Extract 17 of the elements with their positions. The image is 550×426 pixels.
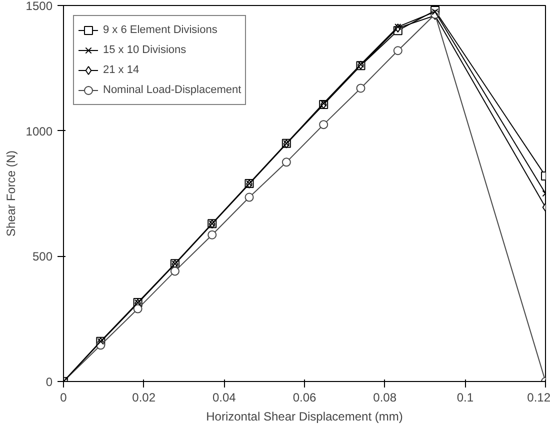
x-tick-label: 0.08: [373, 390, 397, 404]
x-tick-label: 0.04: [212, 390, 236, 404]
x-tick-label: 0.12: [527, 390, 550, 404]
legend-label: 9 x 6 Element Divisions: [103, 24, 218, 36]
x-tick-label: 0.02: [132, 390, 156, 404]
y-tick-label: 0: [46, 375, 53, 389]
y-tick-label: 500: [32, 250, 53, 264]
y-axis-title: Shear Force (N): [4, 150, 18, 237]
legend-label: 15 x 10 Divisions: [103, 44, 186, 56]
y-tick-label: 1500: [26, 0, 53, 13]
legend-label: Nominal Load-Displacement: [103, 84, 242, 96]
legend-label: 21 x 14: [103, 64, 140, 76]
x-tick-label: 0: [60, 390, 68, 404]
x-tick-label: 0.1: [456, 390, 474, 404]
y-tick-label: 1000: [26, 124, 53, 138]
x-axis-title: Horizontal Shear Displacement (mm): [206, 410, 403, 424]
x-tick-label: 0.06: [292, 390, 317, 404]
